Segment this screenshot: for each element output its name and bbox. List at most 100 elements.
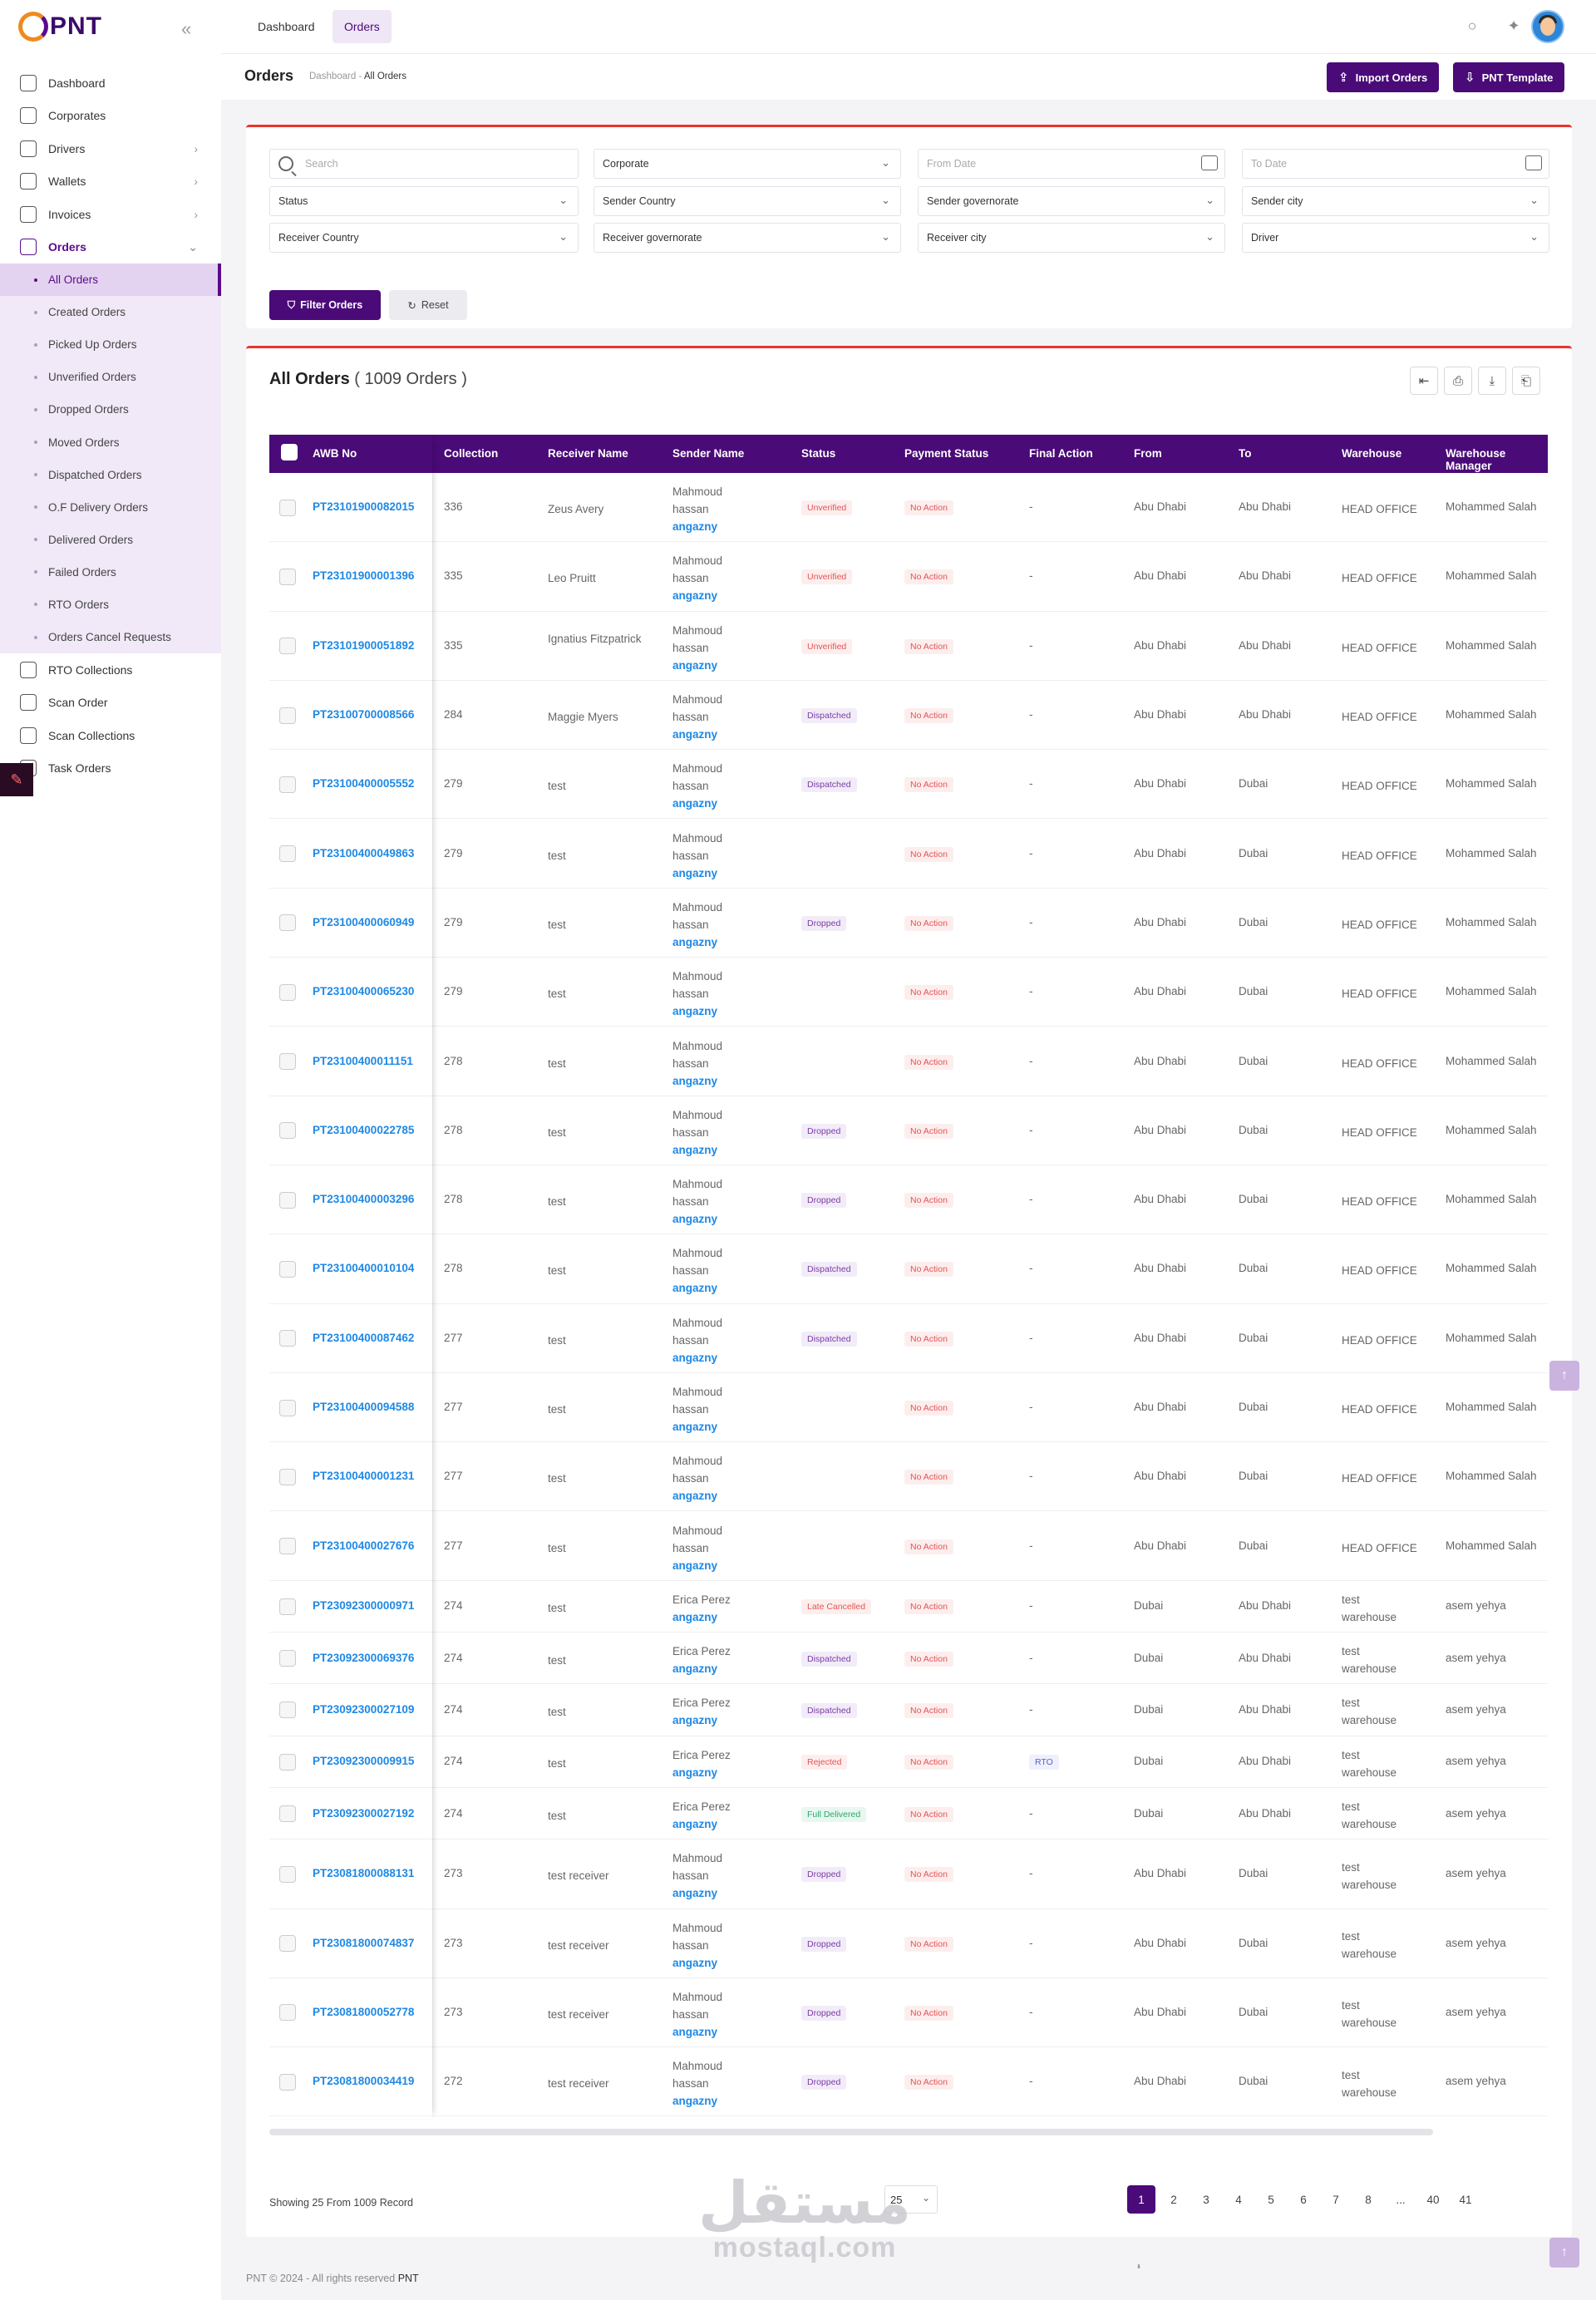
- sender-company-link[interactable]: angazny: [672, 1213, 718, 1226]
- sidebar-subitem-orders-cancel-requests[interactable]: Orders Cancel Requests: [0, 621, 221, 653]
- sidebar-item-drivers[interactable]: Drivers ›: [0, 132, 221, 165]
- sender-company-link[interactable]: angazny: [672, 1956, 718, 1969]
- awb-link[interactable]: PT23100700008566: [313, 708, 415, 722]
- sender-company-link[interactable]: angazny: [672, 2095, 718, 2108]
- row-checkbox[interactable]: [279, 1122, 296, 1140]
- sender-company-link[interactable]: angazny: [672, 1074, 718, 1087]
- row-checkbox[interactable]: [279, 1805, 296, 1823]
- sender-company-link[interactable]: angazny: [672, 866, 718, 879]
- awb-link[interactable]: PT23100400001231: [313, 1470, 415, 1483]
- pnt-template-button[interactable]: ⇩ PNT Template: [1453, 62, 1565, 92]
- sender-company-link[interactable]: angazny: [672, 658, 718, 672]
- awb-link[interactable]: PT23100400060949: [313, 915, 415, 928]
- receiver-country-select[interactable]: Receiver Country ⌄: [269, 223, 579, 253]
- awb-link[interactable]: PT23100400094588: [313, 1401, 415, 1413]
- sender-company-link[interactable]: angazny: [672, 935, 718, 948]
- receiver-city-select[interactable]: Receiver city ⌄: [918, 223, 1225, 253]
- sender-company-link[interactable]: angazny: [672, 797, 718, 810]
- tab-dashboard[interactable]: Dashboard: [258, 20, 315, 33]
- sender-governorate-select[interactable]: Sender governorate ⌄: [918, 186, 1225, 216]
- page-40-button[interactable]: 40: [1426, 2193, 1440, 2206]
- sender-company-link[interactable]: angazny: [672, 1282, 718, 1295]
- page-41-button[interactable]: 41: [1459, 2193, 1472, 2206]
- search-input[interactable]: Search: [269, 149, 579, 179]
- sender-company-link[interactable]: angazny: [672, 728, 718, 741]
- sender-company-link[interactable]: angazny: [672, 1662, 718, 1676]
- row-checkbox[interactable]: [279, 1598, 296, 1615]
- column-header-awb-no[interactable]: AWB No: [313, 447, 357, 460]
- receiver-governorate-select[interactable]: Receiver governorate ⌄: [594, 223, 901, 253]
- export-button[interactable]: ⇤: [1410, 367, 1438, 395]
- breadcrumb-root[interactable]: Dashboard: [309, 71, 357, 81]
- column-header-final-action[interactable]: Final Action: [1029, 447, 1093, 460]
- page-1-button[interactable]: 1: [1127, 2185, 1155, 2214]
- avatar[interactable]: [1531, 10, 1564, 43]
- awb-link[interactable]: PT23100400003296: [313, 1193, 415, 1206]
- row-checkbox[interactable]: [279, 1935, 296, 1953]
- row-checkbox[interactable]: [279, 1468, 296, 1485]
- awb-link[interactable]: PT23092300027192: [313, 1806, 415, 1820]
- awb-link[interactable]: PT23101900001396: [313, 569, 415, 583]
- column-header-receiver-name[interactable]: Receiver Name: [548, 447, 628, 460]
- sender-country-select[interactable]: Sender Country ⌄: [594, 186, 901, 216]
- corporate-select[interactable]: Corporate ⌄: [594, 149, 901, 179]
- row-checkbox[interactable]: [279, 1753, 296, 1771]
- column-header-payment-status[interactable]: Payment Status: [904, 447, 989, 460]
- awb-link[interactable]: PT23101900082015: [313, 500, 415, 514]
- column-header-sender-name[interactable]: Sender Name: [672, 447, 745, 460]
- awb-link[interactable]: PT23100400005552: [313, 777, 415, 790]
- row-checkbox[interactable]: [279, 1538, 296, 1555]
- sidebar-subitem-picked-up-orders[interactable]: Picked Up Orders: [0, 328, 221, 361]
- status-select[interactable]: Status ⌄: [269, 186, 579, 216]
- horizontal-scrollbar[interactable]: [269, 2129, 1433, 2135]
- prev-page-button[interactable]: ‹: [1137, 2260, 1140, 2272]
- column-header-to[interactable]: To: [1239, 447, 1252, 460]
- awb-link[interactable]: PT23092300000971: [313, 1599, 415, 1613]
- row-checkbox[interactable]: [279, 1702, 296, 1719]
- logo[interactable]: PNT: [18, 12, 102, 42]
- sidebar-subitem-dispatched-orders[interactable]: Dispatched Orders: [0, 459, 221, 491]
- sidebar-item-scan-collections[interactable]: Scan Collections: [0, 719, 221, 752]
- driver-select[interactable]: Driver ⌄: [1242, 223, 1549, 253]
- awb-link[interactable]: PT23100400087462: [313, 1331, 415, 1344]
- sidebar-subitem-failed-orders[interactable]: Failed Orders: [0, 556, 221, 589]
- row-checkbox[interactable]: [279, 568, 296, 585]
- sidebar-subitem-delivered-orders[interactable]: Delivered Orders: [0, 524, 221, 556]
- sidebar-subitem-dropped-orders[interactable]: Dropped Orders: [0, 393, 221, 426]
- promo-badge-icon[interactable]: ✎: [0, 763, 33, 796]
- sender-company-link[interactable]: angazny: [672, 1005, 718, 1018]
- sidebar-subitem-all-orders[interactable]: All Orders: [0, 263, 221, 297]
- page-3-button[interactable]: 3: [1203, 2193, 1209, 2206]
- settings-icon[interactable]: ✦: [1507, 17, 1520, 34]
- sender-company-link[interactable]: angazny: [672, 1490, 718, 1503]
- collapse-sidebar-icon[interactable]: «: [181, 18, 192, 39]
- awb-link[interactable]: PT23100400065230: [313, 985, 415, 998]
- sidebar-subitem-moved-orders[interactable]: Moved Orders: [0, 426, 221, 458]
- sender-company-link[interactable]: angazny: [672, 1559, 718, 1572]
- page-2-button[interactable]: 2: [1170, 2193, 1177, 2206]
- sidebar-subitem-unverified-orders[interactable]: Unverified Orders: [0, 361, 221, 393]
- row-checkbox[interactable]: [279, 983, 296, 1001]
- sender-company-link[interactable]: angazny: [672, 589, 718, 603]
- row-checkbox[interactable]: [279, 1399, 296, 1416]
- file-export-button[interactable]: ⎗: [1512, 367, 1540, 395]
- sidebar-item-rto-collections[interactable]: RTO Collections: [0, 653, 221, 687]
- back-to-top-button[interactable]: ↑: [1549, 2238, 1579, 2268]
- row-checkbox[interactable]: [279, 1865, 296, 1883]
- scroll-up-button[interactable]: ↑: [1549, 1361, 1579, 1391]
- column-header-warehouse[interactable]: Warehouse: [1342, 447, 1402, 460]
- row-checkbox[interactable]: [279, 707, 296, 724]
- filter-orders-button[interactable]: ⛉ Filter Orders: [269, 290, 381, 320]
- next-page-button[interactable]: ›: [1137, 2260, 1140, 2272]
- sidebar-item-corporates[interactable]: Corporates: [0, 100, 221, 133]
- awb-link[interactable]: PT23100400011151: [313, 1054, 413, 1067]
- to-date-input[interactable]: To Date: [1242, 149, 1549, 179]
- sender-city-select[interactable]: Sender city ⌄: [1242, 186, 1549, 216]
- row-checkbox[interactable]: [279, 499, 296, 516]
- sidebar-item-scan-order[interactable]: Scan Order: [0, 687, 221, 720]
- row-checkbox[interactable]: [279, 638, 296, 655]
- print-button[interactable]: ⎙: [1444, 367, 1472, 395]
- row-checkbox[interactable]: [279, 1191, 296, 1209]
- awb-link[interactable]: PT23081800052778: [313, 2005, 415, 2018]
- sender-company-link[interactable]: angazny: [672, 1887, 718, 1900]
